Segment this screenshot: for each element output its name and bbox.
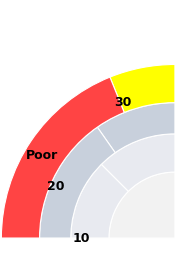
Wedge shape	[1, 77, 124, 238]
Text: Poor: Poor	[26, 149, 59, 162]
Text: 10: 10	[72, 232, 90, 245]
Wedge shape	[71, 164, 128, 238]
Wedge shape	[109, 172, 175, 238]
Wedge shape	[101, 134, 175, 191]
Wedge shape	[110, 64, 175, 112]
Text: 20: 20	[47, 180, 65, 193]
Wedge shape	[97, 103, 175, 153]
Wedge shape	[40, 127, 115, 238]
Text: 30: 30	[114, 96, 132, 109]
